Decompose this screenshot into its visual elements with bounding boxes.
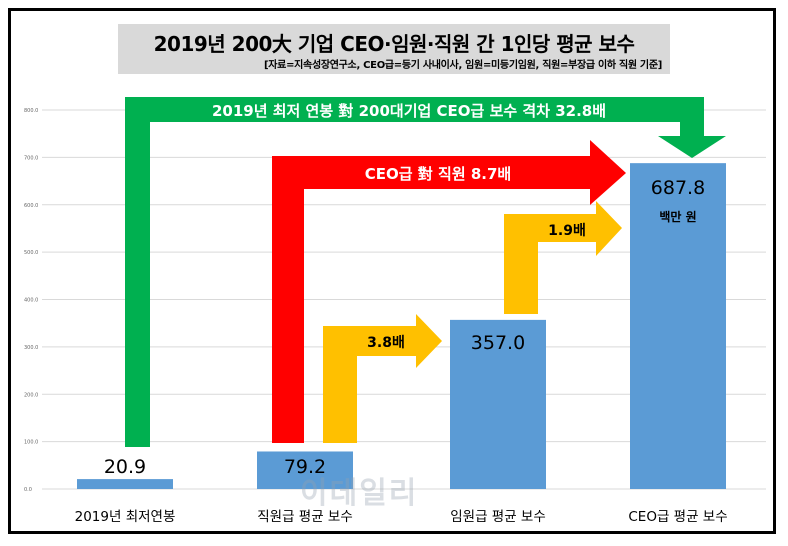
y-tick-label: 0.0 (24, 487, 32, 493)
annotation-red: CEO급 對 직원 8.7배 (365, 165, 511, 183)
chart-subtitle: [자료=지속성장연구소, CEO급=등기 사내이사, 임원=미등기임원, 직원=… (264, 60, 662, 71)
y-tick-label: 300.0 (24, 345, 38, 351)
y-tick-label: 100.0 (24, 440, 38, 446)
y-tick-label: 500.0 (24, 250, 38, 256)
y-tick-label: 600.0 (24, 203, 38, 209)
y-tick-label: 400.0 (24, 298, 38, 304)
bar (450, 319, 546, 489)
x-tick-label: 임원급 평균 보수 (450, 509, 546, 525)
data-label: 357.0 (471, 332, 525, 354)
x-tick-label: CEO급 평균 보수 (628, 509, 727, 525)
bar (257, 451, 353, 489)
yellow-arrow-2 (504, 201, 622, 314)
chart-title: 2019년 200大 기업 CEO·임원·직원 간 1인당 평균 보수 (153, 32, 635, 56)
x-tick-label: 2019년 최저연봉 (75, 509, 176, 525)
bar (77, 479, 173, 489)
data-label: 79.2 (284, 456, 326, 478)
title-box: 2019년 200大 기업 CEO·임원·직원 간 1인당 평균 보수 [자료=… (118, 24, 670, 74)
unit-label: 백만 원 (659, 209, 696, 224)
data-label: 687.8 (651, 177, 705, 199)
yellow-arrow-1 (323, 314, 442, 443)
x-tick-label: 직원급 평균 보수 (257, 509, 353, 525)
bar (630, 163, 726, 489)
y-tick-label: 700.0 (24, 155, 38, 161)
red-arrow (272, 140, 626, 443)
watermark: 이데일리 (300, 476, 419, 511)
annotation-yellow-2: 1.9배 (548, 223, 586, 239)
annotation-yellow-1: 3.8배 (367, 335, 405, 351)
y-tick-label: 200.0 (24, 392, 38, 398)
annotation-green: 2019년 최저 연봉 對 200대기업 CEO급 보수 격차 32.8배 (212, 102, 606, 120)
y-tick-label: 800.0 (24, 108, 38, 114)
data-label: 20.9 (104, 456, 146, 478)
